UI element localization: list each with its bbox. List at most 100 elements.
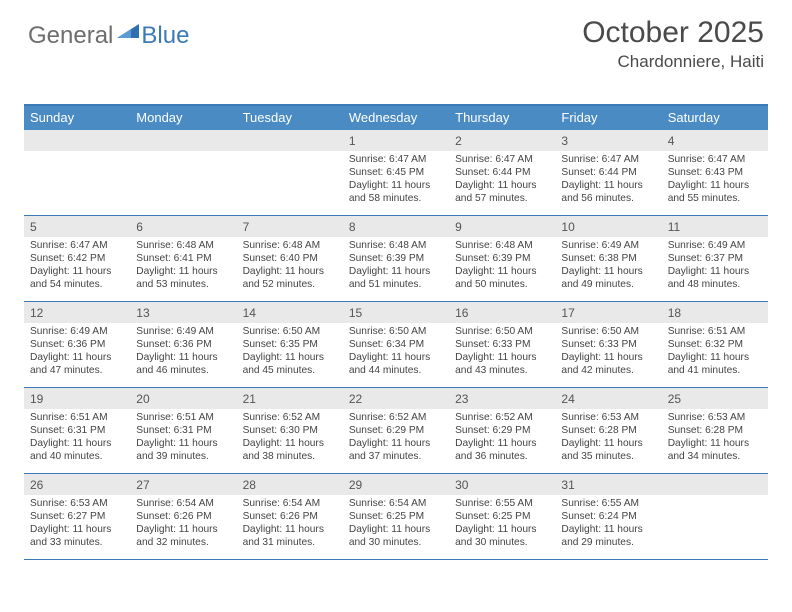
day-cell-day_a: Daylight: 11 hours <box>349 437 443 450</box>
day-cell-sunrise: Sunrise: 6:55 AM <box>561 497 655 510</box>
weekday-header: Monday <box>130 106 236 130</box>
day-cell: Sunrise: 6:53 AMSunset: 6:27 PMDaylight:… <box>24 495 130 559</box>
day-number: 12 <box>24 302 130 323</box>
day-cell-day_b: and 45 minutes. <box>243 364 337 377</box>
day-cell-sunrise: Sunrise: 6:50 AM <box>561 325 655 338</box>
day-cell-sunrise: Sunrise: 6:48 AM <box>136 239 230 252</box>
day-cell-sunrise: Sunrise: 6:54 AM <box>243 497 337 510</box>
day-cell-sunset: Sunset: 6:33 PM <box>455 338 549 351</box>
week-rule <box>24 559 768 560</box>
day-cell-day_a: Daylight: 11 hours <box>243 265 337 278</box>
calendar-grid: Sunday Monday Tuesday Wednesday Thursday… <box>24 104 768 560</box>
day-cell: Sunrise: 6:52 AMSunset: 6:29 PMDaylight:… <box>343 409 449 473</box>
day-cell-sunset: Sunset: 6:45 PM <box>349 166 443 179</box>
day-cell: Sunrise: 6:49 AMSunset: 6:36 PMDaylight:… <box>130 323 236 387</box>
day-cell-day_b: and 52 minutes. <box>243 278 337 291</box>
day-cell-day_b: and 55 minutes. <box>668 192 762 205</box>
day-cell-sunrise: Sunrise: 6:48 AM <box>455 239 549 252</box>
day-cell-day_a: Daylight: 11 hours <box>136 351 230 364</box>
day-cell-sunrise: Sunrise: 6:51 AM <box>668 325 762 338</box>
day-number: . <box>662 474 768 495</box>
day-number: 24 <box>555 388 661 409</box>
day-number-row: 19202122232425 <box>24 388 768 409</box>
day-cell: Sunrise: 6:51 AMSunset: 6:31 PMDaylight:… <box>24 409 130 473</box>
day-cell-sunset: Sunset: 6:41 PM <box>136 252 230 265</box>
day-cell: Sunrise: 6:48 AMSunset: 6:39 PMDaylight:… <box>343 237 449 301</box>
day-cell <box>237 151 343 215</box>
day-cell-sunset: Sunset: 6:25 PM <box>349 510 443 523</box>
weekday-header: Wednesday <box>343 106 449 130</box>
day-cell: Sunrise: 6:55 AMSunset: 6:25 PMDaylight:… <box>449 495 555 559</box>
day-cell-day_b: and 30 minutes. <box>349 536 443 549</box>
day-cell-sunset: Sunset: 6:28 PM <box>668 424 762 437</box>
day-cell-sunrise: Sunrise: 6:53 AM <box>668 411 762 424</box>
day-cell: Sunrise: 6:47 AMSunset: 6:43 PMDaylight:… <box>662 151 768 215</box>
day-cell-day_a: Daylight: 11 hours <box>561 351 655 364</box>
day-cell-sunrise: Sunrise: 6:47 AM <box>30 239 124 252</box>
day-cell-day_a: Daylight: 11 hours <box>455 437 549 450</box>
day-cell-day_b: and 43 minutes. <box>455 364 549 377</box>
day-number: 10 <box>555 216 661 237</box>
day-cell-day_a: Daylight: 11 hours <box>136 265 230 278</box>
day-cell-day_b: and 32 minutes. <box>136 536 230 549</box>
day-cell-day_b: and 41 minutes. <box>668 364 762 377</box>
day-cell: Sunrise: 6:51 AMSunset: 6:31 PMDaylight:… <box>130 409 236 473</box>
day-cell <box>24 151 130 215</box>
day-cell-day_b: and 56 minutes. <box>561 192 655 205</box>
day-cell: Sunrise: 6:47 AMSunset: 6:44 PMDaylight:… <box>449 151 555 215</box>
day-cell-sunset: Sunset: 6:26 PM <box>136 510 230 523</box>
day-cell-day_a: Daylight: 11 hours <box>30 265 124 278</box>
day-cell-sunset: Sunset: 6:29 PM <box>455 424 549 437</box>
day-cell-sunrise: Sunrise: 6:49 AM <box>30 325 124 338</box>
day-cell-day_b: and 40 minutes. <box>30 450 124 463</box>
day-cell-sunset: Sunset: 6:30 PM <box>243 424 337 437</box>
day-cell-sunset: Sunset: 6:42 PM <box>30 252 124 265</box>
day-cell-day_a: Daylight: 11 hours <box>349 179 443 192</box>
day-number: 4 <box>662 130 768 151</box>
day-cell-day_b: and 37 minutes. <box>349 450 443 463</box>
day-cell-day_b: and 39 minutes. <box>136 450 230 463</box>
day-number: 19 <box>24 388 130 409</box>
day-cell-day_b: and 49 minutes. <box>561 278 655 291</box>
day-cell: Sunrise: 6:49 AMSunset: 6:37 PMDaylight:… <box>662 237 768 301</box>
day-cell: Sunrise: 6:53 AMSunset: 6:28 PMDaylight:… <box>555 409 661 473</box>
day-cell-day_a: Daylight: 11 hours <box>455 351 549 364</box>
day-cell-sunrise: Sunrise: 6:55 AM <box>455 497 549 510</box>
day-cell-sunset: Sunset: 6:38 PM <box>561 252 655 265</box>
day-number: 17 <box>555 302 661 323</box>
day-cell-day_a: Daylight: 11 hours <box>561 523 655 536</box>
day-cell-day_a: Daylight: 11 hours <box>668 437 762 450</box>
day-number-row: 12131415161718 <box>24 302 768 323</box>
day-number: 8 <box>343 216 449 237</box>
day-cell-sunset: Sunset: 6:28 PM <box>561 424 655 437</box>
day-cell-sunrise: Sunrise: 6:48 AM <box>243 239 337 252</box>
day-cell-day_b: and 35 minutes. <box>561 450 655 463</box>
day-number-row: 567891011 <box>24 216 768 237</box>
day-cell-sunrise: Sunrise: 6:53 AM <box>30 497 124 510</box>
day-cell-sunset: Sunset: 6:40 PM <box>243 252 337 265</box>
weekday-header: Tuesday <box>237 106 343 130</box>
day-cell-sunset: Sunset: 6:37 PM <box>668 252 762 265</box>
day-cell-day_b: and 33 minutes. <box>30 536 124 549</box>
day-number: 16 <box>449 302 555 323</box>
day-cell-day_a: Daylight: 11 hours <box>349 265 443 278</box>
day-number: 14 <box>237 302 343 323</box>
day-cell-sunrise: Sunrise: 6:47 AM <box>349 153 443 166</box>
day-cell-day_b: and 47 minutes. <box>30 364 124 377</box>
day-cell-sunset: Sunset: 6:36 PM <box>136 338 230 351</box>
day-cell: Sunrise: 6:47 AMSunset: 6:44 PMDaylight:… <box>555 151 661 215</box>
day-cell-sunrise: Sunrise: 6:50 AM <box>243 325 337 338</box>
day-cell-day_a: Daylight: 11 hours <box>136 437 230 450</box>
day-cell-day_a: Daylight: 11 hours <box>349 351 443 364</box>
day-cell-day_b: and 50 minutes. <box>455 278 549 291</box>
day-cell: Sunrise: 6:48 AMSunset: 6:40 PMDaylight:… <box>237 237 343 301</box>
day-number: 15 <box>343 302 449 323</box>
day-number: 1 <box>343 130 449 151</box>
day-cell: Sunrise: 6:47 AMSunset: 6:45 PMDaylight:… <box>343 151 449 215</box>
day-number: 6 <box>130 216 236 237</box>
day-cell-day_b: and 54 minutes. <box>30 278 124 291</box>
day-cell-day_a: Daylight: 11 hours <box>30 523 124 536</box>
day-number: 26 <box>24 474 130 495</box>
day-cell: Sunrise: 6:52 AMSunset: 6:30 PMDaylight:… <box>237 409 343 473</box>
day-cell-sunrise: Sunrise: 6:54 AM <box>136 497 230 510</box>
